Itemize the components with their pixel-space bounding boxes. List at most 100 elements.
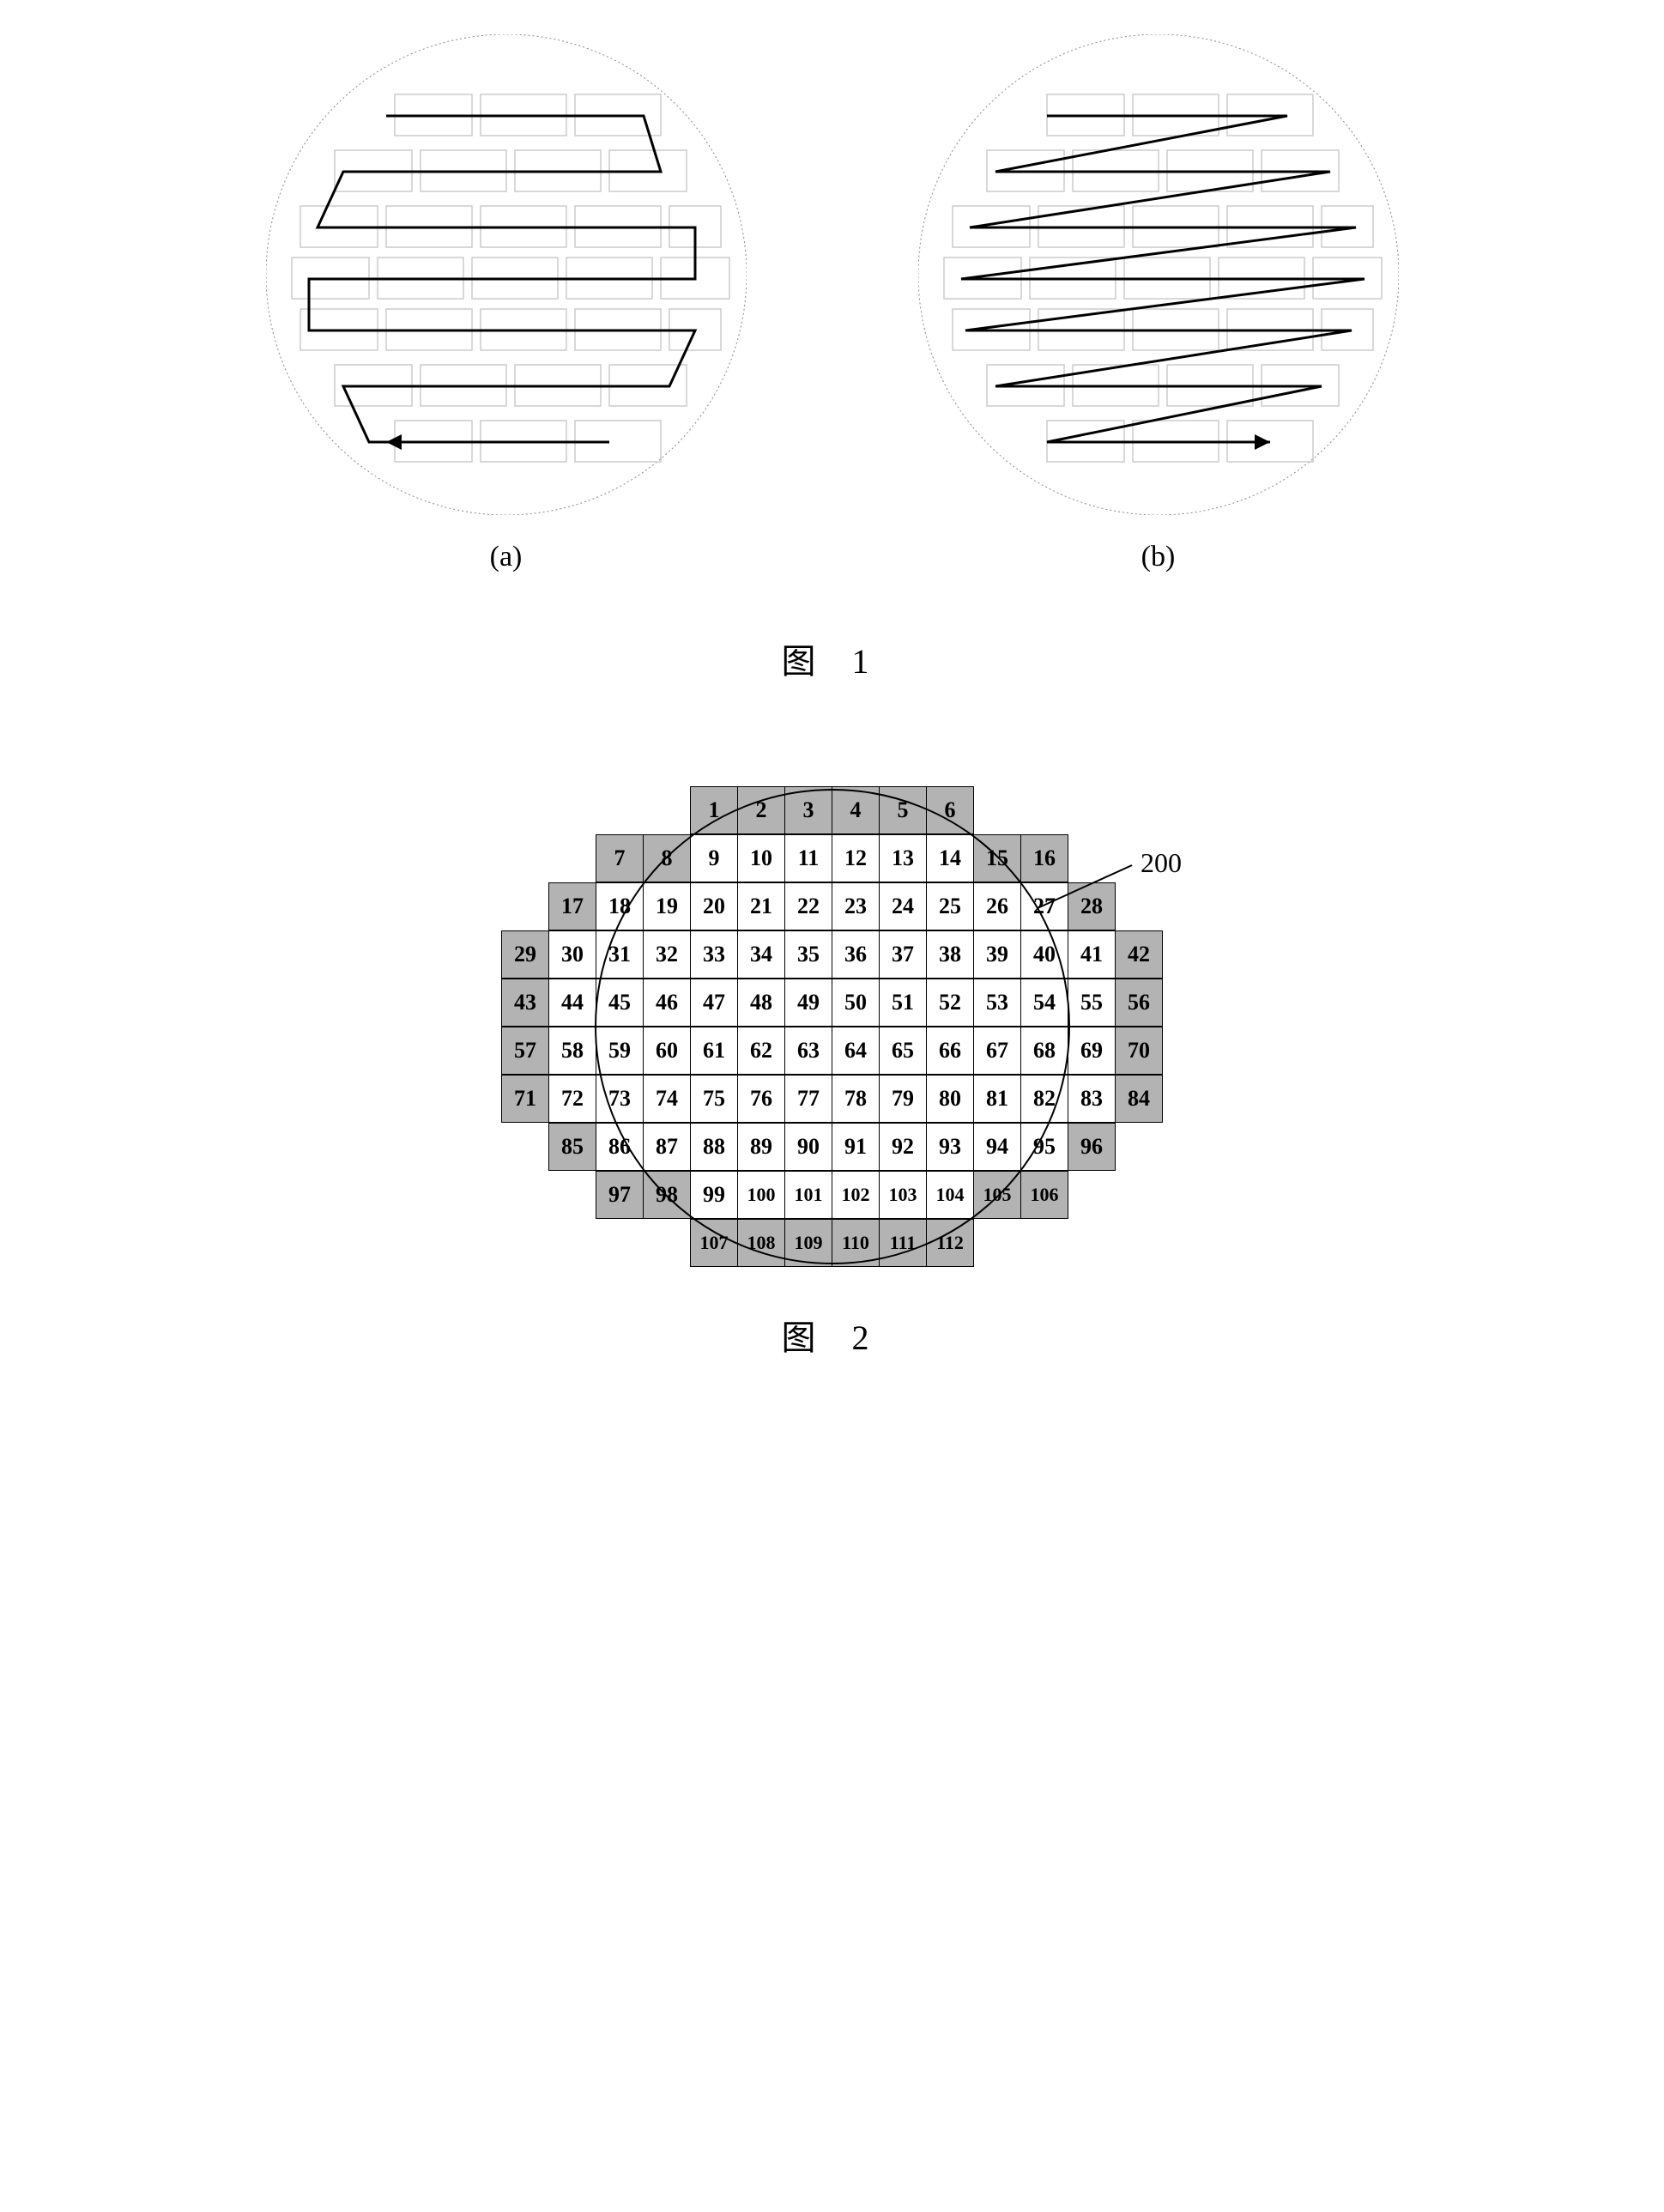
grid-cell: 47	[690, 979, 738, 1027]
grid-cell: 4	[832, 786, 880, 834]
grid-cell: 73	[596, 1075, 644, 1123]
grid-cell: 61	[690, 1027, 738, 1075]
grid-cell: 97	[596, 1171, 644, 1219]
grid-cell: 57	[501, 1027, 549, 1075]
grid-row: 7172737475767778798081828384	[502, 1075, 1163, 1123]
grid-cell: 26	[973, 882, 1021, 930]
grid-cell: 16	[1020, 834, 1068, 882]
grid-row: 4344454647484950515253545556	[502, 979, 1163, 1027]
sublabel-a: (a)	[266, 541, 747, 573]
grid-cell: 12	[832, 834, 880, 882]
grid-cell: 63	[784, 1027, 832, 1075]
grid-cell: 84	[1115, 1075, 1163, 1123]
grid-cell: 23	[832, 882, 880, 930]
grid-cell: 44	[548, 979, 596, 1027]
grid-cell: 59	[596, 1027, 644, 1075]
grid-cell: 107	[690, 1219, 738, 1267]
grid-cell: 39	[973, 930, 1021, 979]
grid-cell: 99	[690, 1171, 738, 1219]
grid-cell: 38	[926, 930, 974, 979]
grid-row: 107108109110111112	[502, 1219, 1163, 1267]
grid-cell: 36	[832, 930, 880, 979]
grid-cell: 105	[973, 1171, 1021, 1219]
grid-cell: 28	[1068, 882, 1116, 930]
grid-cell: 55	[1068, 979, 1116, 1027]
grid-cell: 50	[832, 979, 880, 1027]
grid-cell: 90	[784, 1123, 832, 1171]
grid-cell: 41	[1068, 930, 1116, 979]
grid-cell: 45	[596, 979, 644, 1027]
grid-cell: 89	[737, 1123, 785, 1171]
grid-cell: 10	[737, 834, 785, 882]
grid-cell: 86	[596, 1123, 644, 1171]
wafer-b	[918, 34, 1399, 515]
grid-cell: 29	[501, 930, 549, 979]
grid-cell: 109	[784, 1219, 832, 1267]
grid-cell: 17	[548, 882, 596, 930]
grid-cell: 32	[643, 930, 691, 979]
grid-cell: 1	[690, 786, 738, 834]
grid-cell: 20	[690, 882, 738, 930]
grid-cell: 103	[879, 1171, 927, 1219]
grid-cell: 77	[784, 1075, 832, 1123]
grid-cell: 2	[737, 786, 785, 834]
grid-cell: 71	[501, 1075, 549, 1123]
grid-cell: 8	[643, 834, 691, 882]
grid-row: 171819202122232425262728	[502, 882, 1163, 930]
grid-cell: 101	[784, 1171, 832, 1219]
grid-cell: 70	[1115, 1027, 1163, 1075]
grid-cell: 110	[832, 1219, 880, 1267]
figure-1a: (a)	[266, 34, 747, 573]
grid-cell: 42	[1115, 930, 1163, 979]
grid-cell: 62	[737, 1027, 785, 1075]
grid-cell: 95	[1020, 1123, 1068, 1171]
figure-2-container: 1234567891011121314151617181920212223242…	[502, 786, 1163, 1267]
grid-cell: 66	[926, 1027, 974, 1075]
grid-cell: 104	[926, 1171, 974, 1219]
grid-cell: 81	[973, 1075, 1021, 1123]
wafer-a	[266, 34, 747, 515]
grid-cell: 51	[879, 979, 927, 1027]
grid-cell: 112	[926, 1219, 974, 1267]
grid-cell: 14	[926, 834, 974, 882]
grid-cell: 88	[690, 1123, 738, 1171]
grid-cell: 111	[879, 1219, 927, 1267]
grid-cell: 18	[596, 882, 644, 930]
grid-cell: 24	[879, 882, 927, 930]
grid-row: 5758596061626364656667686970	[502, 1027, 1163, 1075]
grid-cell: 82	[1020, 1075, 1068, 1123]
grid-cell: 3	[784, 786, 832, 834]
grid-cell: 52	[926, 979, 974, 1027]
grid-cell: 5	[879, 786, 927, 834]
grid-cell: 87	[643, 1123, 691, 1171]
grid-cell: 33	[690, 930, 738, 979]
grid-cell: 49	[784, 979, 832, 1027]
grid-cell: 80	[926, 1075, 974, 1123]
grid-row: 2930313233343536373839404142	[502, 930, 1163, 979]
grid-cell: 74	[643, 1075, 691, 1123]
grid-cell: 79	[879, 1075, 927, 1123]
grid-cell: 106	[1020, 1171, 1068, 1219]
grid-cell: 48	[737, 979, 785, 1027]
grid-cell: 100	[737, 1171, 785, 1219]
grid-cell: 7	[596, 834, 644, 882]
figure-1b: (b)	[918, 34, 1399, 573]
grid-cell: 46	[643, 979, 691, 1027]
grid-cell: 34	[737, 930, 785, 979]
grid-cell: 21	[737, 882, 785, 930]
grid-cell: 93	[926, 1123, 974, 1171]
grid-cell: 6	[926, 786, 974, 834]
grid-cell: 83	[1068, 1075, 1116, 1123]
grid-row: 979899100101102103104105106	[502, 1171, 1163, 1219]
figure-1-caption: 图 1	[782, 633, 883, 683]
grid-cell: 40	[1020, 930, 1068, 979]
grid-cell: 69	[1068, 1027, 1116, 1075]
grid-cell: 58	[548, 1027, 596, 1075]
wafer-grid: 1234567891011121314151617181920212223242…	[502, 786, 1163, 1267]
grid-row: 123456	[502, 786, 1163, 834]
grid-cell: 91	[832, 1123, 880, 1171]
grid-cell: 67	[973, 1027, 1021, 1075]
grid-cell: 13	[879, 834, 927, 882]
grid-cell: 54	[1020, 979, 1068, 1027]
grid-cell: 64	[832, 1027, 880, 1075]
